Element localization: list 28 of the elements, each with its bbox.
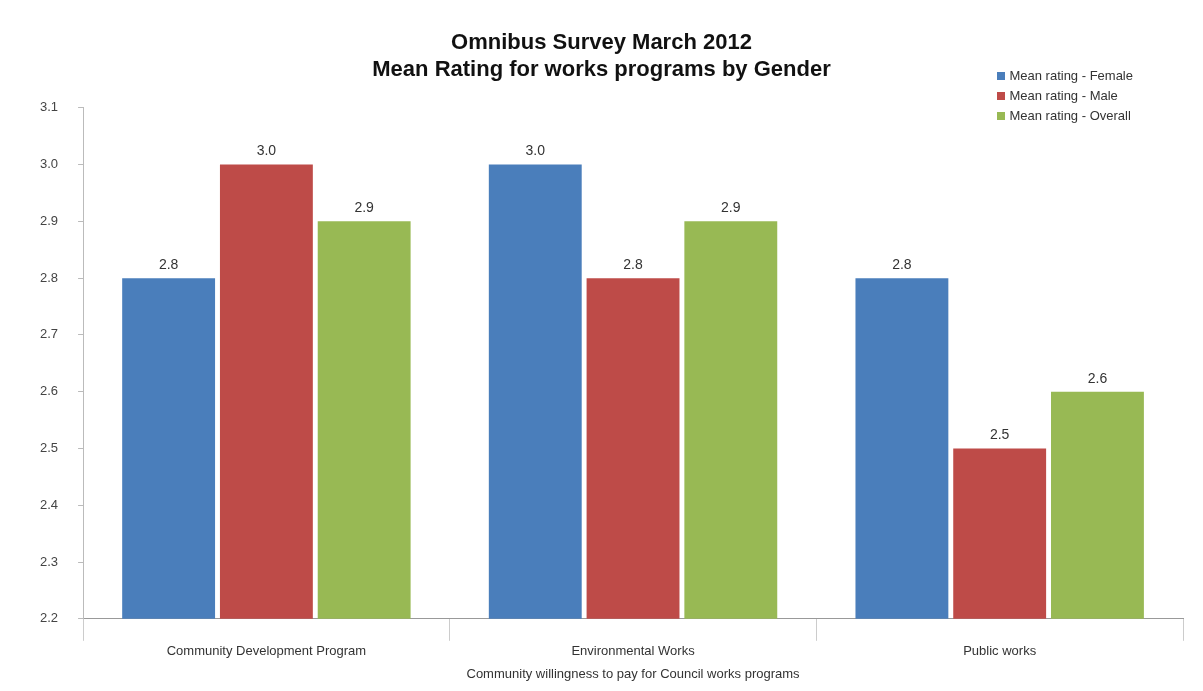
y-tick-label: 3.1 <box>39 99 59 115</box>
data-label: 2.9 <box>354 199 375 216</box>
y-tick-label: 2.5 <box>39 440 59 456</box>
y-tick-label: 2.4 <box>39 496 59 512</box>
data-label: 2.8 <box>158 255 179 272</box>
y-tick-label: 2.3 <box>39 553 59 569</box>
data-label: 2.6 <box>1087 369 1108 386</box>
y-tick-label: 2.8 <box>39 269 59 285</box>
legend-label: Mean rating - Female <box>1009 68 1133 83</box>
legend-label: Mean rating - Male <box>1009 88 1118 103</box>
x-tick-label: Public works <box>963 643 1037 659</box>
x-tick-label: Environmental Works <box>571 643 696 659</box>
y-tick-label: 2.2 <box>39 610 59 626</box>
data-label: 2.9 <box>721 199 741 216</box>
chart-subtitle: Mean Rating for works programs by Gender <box>372 55 832 81</box>
x-tick-label: Community Development Program <box>166 643 367 659</box>
chart-title: Omnibus Survey March 2012 <box>451 29 752 55</box>
y-tick-label: 2.9 <box>39 212 59 228</box>
data-label: 2.8 <box>892 255 912 272</box>
data-label: 2.8 <box>623 255 643 272</box>
x-axis-title: Community willingness to pay for Council works programs <box>466 665 801 681</box>
data-label: 3.0 <box>525 142 546 159</box>
legend-label: Mean rating - Overall <box>1009 108 1131 123</box>
y-tick-label: 2.6 <box>39 383 59 399</box>
y-tick-label: 2.7 <box>39 326 59 342</box>
y-tick-label: 3.0 <box>39 156 59 172</box>
data-label: 3.0 <box>256 142 277 159</box>
data-label: 2.5 <box>989 426 1010 443</box>
